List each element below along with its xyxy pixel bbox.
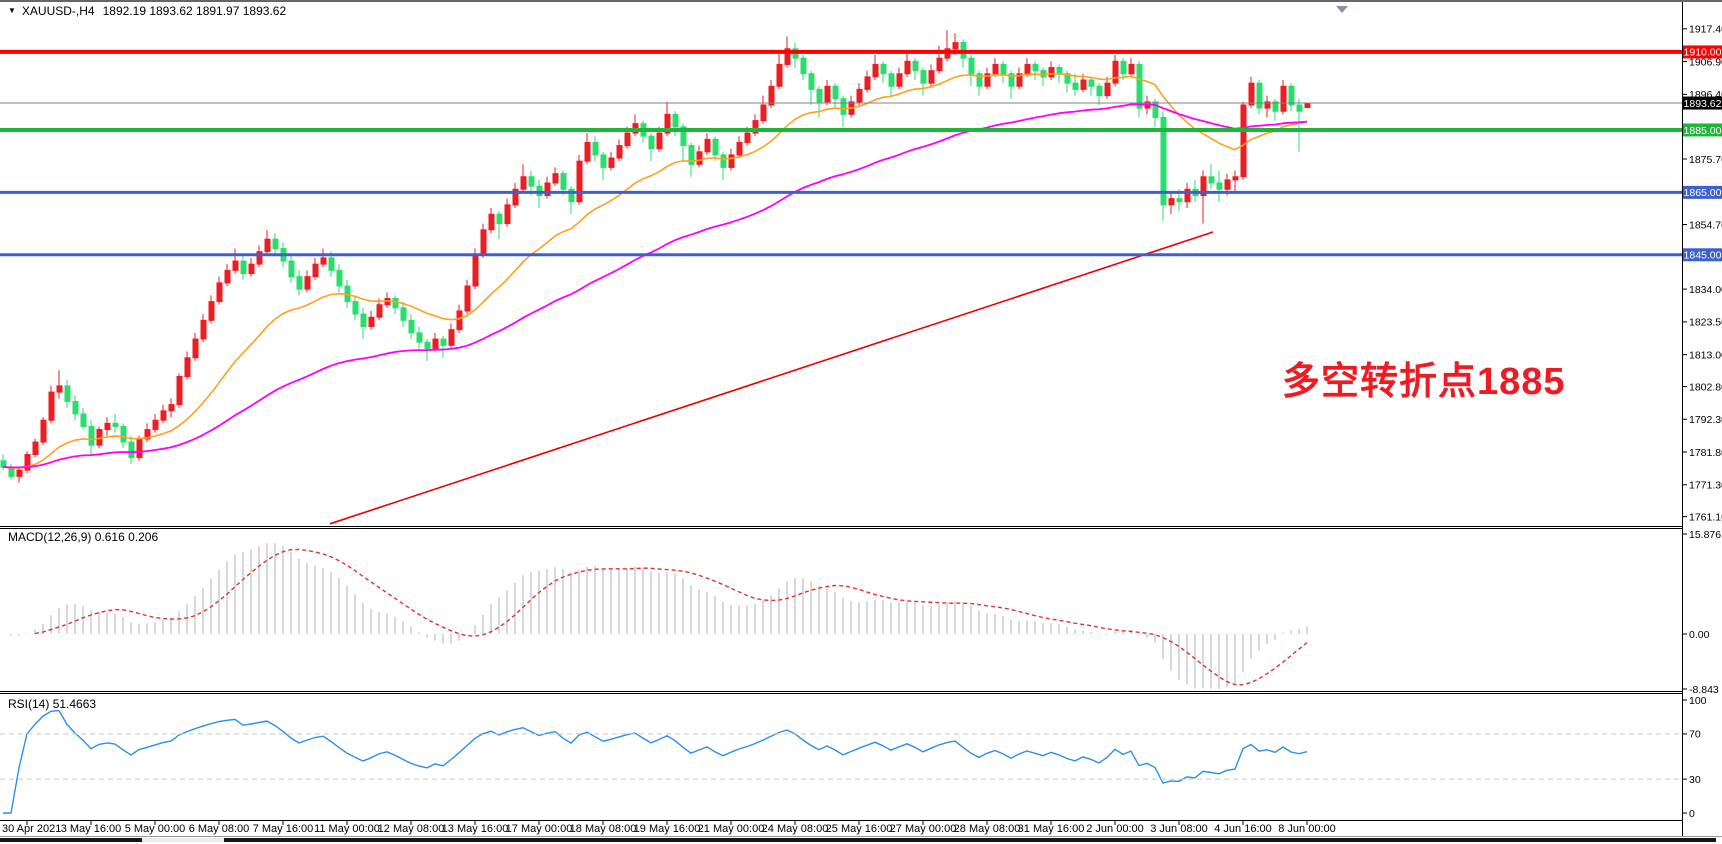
macd-indicator-label: MACD(12,26,9) 0.616 0.206 [8, 530, 158, 544]
svg-text:17 May 00:00: 17 May 00:00 [506, 823, 573, 835]
svg-text:1910.00: 1910.00 [1684, 47, 1722, 59]
svg-text:1781.80: 1781.80 [1689, 447, 1722, 459]
svg-text:12 May 08:00: 12 May 08:00 [378, 823, 445, 835]
chart-ohlc-header: ▼ XAUUSD-,H4 1892.19 1893.62 1891.97 1893.… [8, 4, 286, 18]
svg-text:70: 70 [1689, 729, 1701, 741]
misc-layer [0, 6, 1722, 842]
svg-text:1802.80: 1802.80 [1689, 381, 1722, 393]
svg-text:1845.00: 1845.00 [1684, 250, 1722, 262]
svg-text:21 May 00:00: 21 May 00:00 [698, 823, 765, 835]
svg-text:1823.50: 1823.50 [1689, 317, 1722, 329]
svg-text:18 May 08:00: 18 May 08:00 [570, 823, 637, 835]
svg-text:1875.70: 1875.70 [1689, 154, 1722, 166]
price-axis: 1917.401906.901896.401875.701854.701834.… [1682, 24, 1722, 523]
rsi-indicator-label: RSI(14) 51.4663 [8, 697, 96, 711]
svg-text:7 May 16:00: 7 May 16:00 [253, 823, 314, 835]
svg-text:11 May 00:00: 11 May 00:00 [314, 823, 380, 835]
svg-text:27 May 00:00: 27 May 00:00 [890, 823, 957, 835]
drawn-objects-layer [0, 49, 1682, 525]
svg-text:1813.00: 1813.00 [1689, 349, 1722, 361]
svg-text:6 May 08:00: 6 May 08:00 [189, 823, 250, 835]
ohlc-values: 1892.19 1893.62 1891.97 1893.62 [102, 4, 287, 18]
svg-text:1865.00: 1865.00 [1684, 187, 1722, 199]
svg-text:1854.70: 1854.70 [1689, 219, 1722, 231]
svg-text:5 May 00:00: 5 May 00:00 [125, 823, 186, 835]
svg-text:8 Jun 00:00: 8 Jun 00:00 [1278, 823, 1336, 835]
svg-text:4 Jun 16:00: 4 Jun 16:00 [1214, 823, 1272, 835]
svg-text:-8.843: -8.843 [1689, 684, 1719, 696]
svg-text:30 Apr 2021: 30 Apr 2021 [2, 823, 61, 835]
svg-text:19 May 16:00: 19 May 16:00 [634, 823, 701, 835]
svg-text:1917.40: 1917.40 [1689, 24, 1722, 36]
svg-text:3 Jun 08:00: 3 Jun 08:00 [1150, 823, 1208, 835]
rsi-panel: 100 70 30 0 [0, 695, 1707, 820]
svg-text:1792.30: 1792.30 [1689, 414, 1722, 426]
svg-text:1834.00: 1834.00 [1689, 284, 1722, 296]
svg-text:31 May 16:00: 31 May 16:00 [1018, 823, 1085, 835]
macd-panel: 15.876 0.00 -8.843 [10, 529, 1721, 696]
rsi-values: 51.4663 [52, 697, 97, 711]
svg-text:24 May 08:00: 24 May 08:00 [762, 823, 829, 835]
svg-text:100: 100 [1689, 695, 1707, 707]
svg-text:15.876: 15.876 [1689, 529, 1721, 541]
svg-text:1893.62: 1893.62 [1684, 98, 1722, 110]
svg-text:30: 30 [1689, 774, 1701, 786]
svg-text:0.00: 0.00 [1689, 629, 1710, 641]
svg-text:1885.00: 1885.00 [1684, 125, 1722, 137]
candles-layer [0, 30, 1311, 483]
chart-annotation-text[interactable]: 多空转折点1885 [1282, 361, 1566, 403]
svg-text:2 Jun 00:00: 2 Jun 00:00 [1086, 823, 1144, 835]
macd-name: MACD(12,26,9) [8, 530, 92, 544]
svg-text:1761.10: 1761.10 [1689, 511, 1722, 523]
time-axis: 30 Apr 2021 3 May 16:00 5 May 00:00 6 May 0… [2, 820, 1336, 835]
svg-text:0: 0 [1689, 808, 1695, 820]
svg-text:1771.30: 1771.30 [1689, 480, 1722, 492]
svg-text:25 May 16:00: 25 May 16:00 [826, 823, 893, 835]
svg-text:1906.90: 1906.90 [1689, 56, 1722, 68]
symbol-dropdown-icon[interactable]: ▼ [8, 6, 16, 15]
rsi-name: RSI(14) [8, 697, 50, 711]
moving-averages-layer [2, 73, 1308, 469]
symbol-timeframe-label: XAUUSD-,H4 [21, 4, 95, 18]
svg-text:13 May 16:00: 13 May 16:00 [442, 823, 509, 835]
svg-text:28 May 08:00: 28 May 08:00 [954, 823, 1021, 835]
macd-values: 0.616 0.206 [94, 530, 159, 544]
svg-text:3 May 16:00: 3 May 16:00 [61, 823, 122, 835]
